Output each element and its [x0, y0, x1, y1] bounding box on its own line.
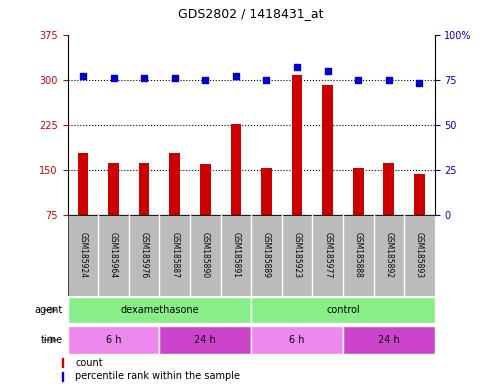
Point [79, 73, 87, 79]
Text: GSM185977: GSM185977 [323, 232, 332, 278]
Point [324, 68, 331, 74]
Text: agent: agent [35, 305, 63, 315]
Text: 6 h: 6 h [106, 335, 121, 345]
Bar [261, 168, 272, 215]
Bar [353, 168, 364, 215]
Bar [414, 174, 425, 215]
Bar [343, 326, 435, 354]
Bar [251, 326, 343, 354]
Point [201, 77, 209, 83]
Point [171, 75, 179, 81]
Text: dexamethasone: dexamethasone [120, 305, 199, 315]
Bar [68, 326, 159, 354]
Bar [78, 153, 88, 215]
Bar [230, 124, 241, 215]
Point [415, 80, 423, 86]
Point [293, 64, 301, 70]
Text: GSM185890: GSM185890 [201, 232, 210, 278]
Text: GSM185924: GSM185924 [78, 232, 87, 278]
Text: GSM185923: GSM185923 [293, 232, 301, 278]
Bar [384, 163, 394, 215]
Text: count: count [75, 358, 103, 368]
Bar [251, 297, 435, 323]
Bar [108, 163, 119, 215]
Text: GSM185889: GSM185889 [262, 232, 271, 278]
Bar [62, 358, 63, 367]
Bar [200, 164, 211, 215]
Text: GSM185891: GSM185891 [231, 232, 241, 278]
Text: 24 h: 24 h [378, 335, 400, 345]
Point [355, 77, 362, 83]
Text: 24 h: 24 h [194, 335, 216, 345]
Point [110, 75, 117, 81]
Text: time: time [41, 335, 63, 345]
Text: GSM185887: GSM185887 [170, 232, 179, 278]
Text: GSM185976: GSM185976 [140, 232, 149, 278]
Bar [159, 326, 251, 354]
Text: percentile rank within the sample: percentile rank within the sample [75, 371, 241, 381]
Text: GSM185893: GSM185893 [415, 232, 424, 278]
Text: GSM185964: GSM185964 [109, 232, 118, 278]
Point [232, 73, 240, 79]
Point [385, 77, 393, 83]
Bar [170, 153, 180, 215]
Bar [62, 372, 63, 381]
Text: GDS2802 / 1418431_at: GDS2802 / 1418431_at [178, 7, 324, 20]
Bar [292, 76, 302, 215]
Point [263, 77, 270, 83]
Bar [68, 297, 251, 323]
Text: GSM185888: GSM185888 [354, 232, 363, 278]
Text: 6 h: 6 h [289, 335, 305, 345]
Text: control: control [326, 305, 360, 315]
Point [140, 75, 148, 81]
Text: GSM185892: GSM185892 [384, 232, 393, 278]
Bar [139, 163, 149, 215]
Bar [322, 85, 333, 215]
